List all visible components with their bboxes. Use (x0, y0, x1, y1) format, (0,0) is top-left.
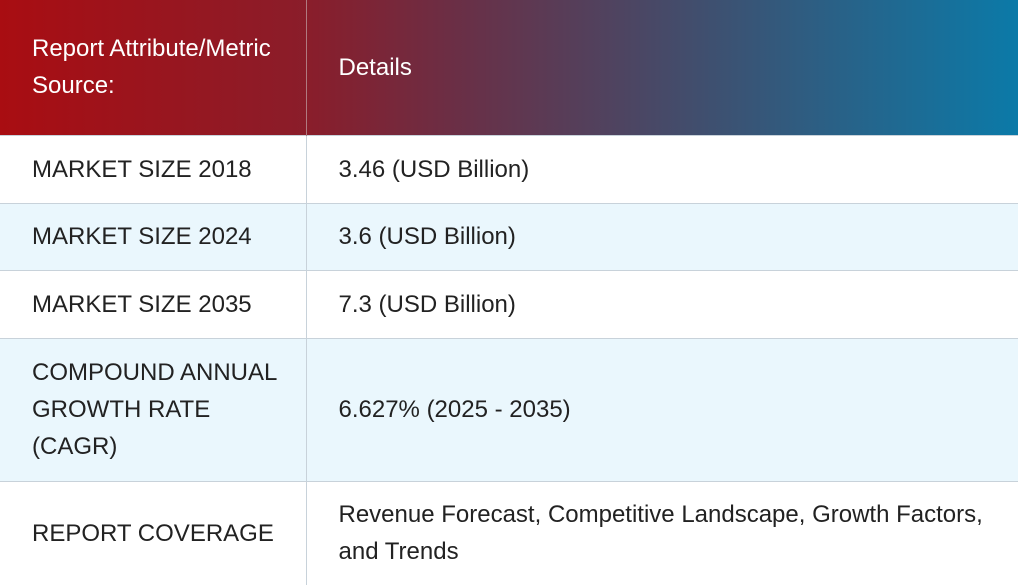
metric-cell: MARKET SIZE 2018 (0, 134, 307, 203)
header-metric-cell: Report Attribute/Metric Source: (0, 0, 307, 135)
table-row: MARKET SIZE 2024 3.6 (USD Billion) (0, 202, 1018, 270)
metric-cell: MARKET SIZE 2024 (0, 202, 307, 270)
metric-cell: REPORT COVERAGE (0, 480, 307, 585)
details-cell: 7.3 (USD Billion) (306, 269, 1018, 338)
table-row: MARKET SIZE 2035 7.3 (USD Billion) (0, 269, 1018, 338)
metric-cell: COMPOUND ANNUAL GROWTH RATE (CAGR) (0, 337, 307, 481)
table-header-row: Report Attribute/Metric Source: Details (0, 0, 1018, 135)
table-row: MARKET SIZE 2018 3.46 (USD Billion) (0, 134, 1018, 203)
table-row: REPORT COVERAGE Revenue Forecast, Compet… (0, 480, 1018, 585)
details-cell: Revenue Forecast, Competitive Landscape,… (306, 480, 1018, 585)
details-cell: 3.46 (USD Billion) (306, 134, 1018, 203)
details-cell: 3.6 (USD Billion) (306, 202, 1018, 270)
metric-cell: MARKET SIZE 2035 (0, 269, 307, 338)
details-cell: 6.627% (2025 - 2035) (306, 337, 1018, 481)
header-details-cell: Details (338, 53, 412, 81)
table-row: COMPOUND ANNUAL GROWTH RATE (CAGR) 6.627… (0, 337, 1018, 481)
